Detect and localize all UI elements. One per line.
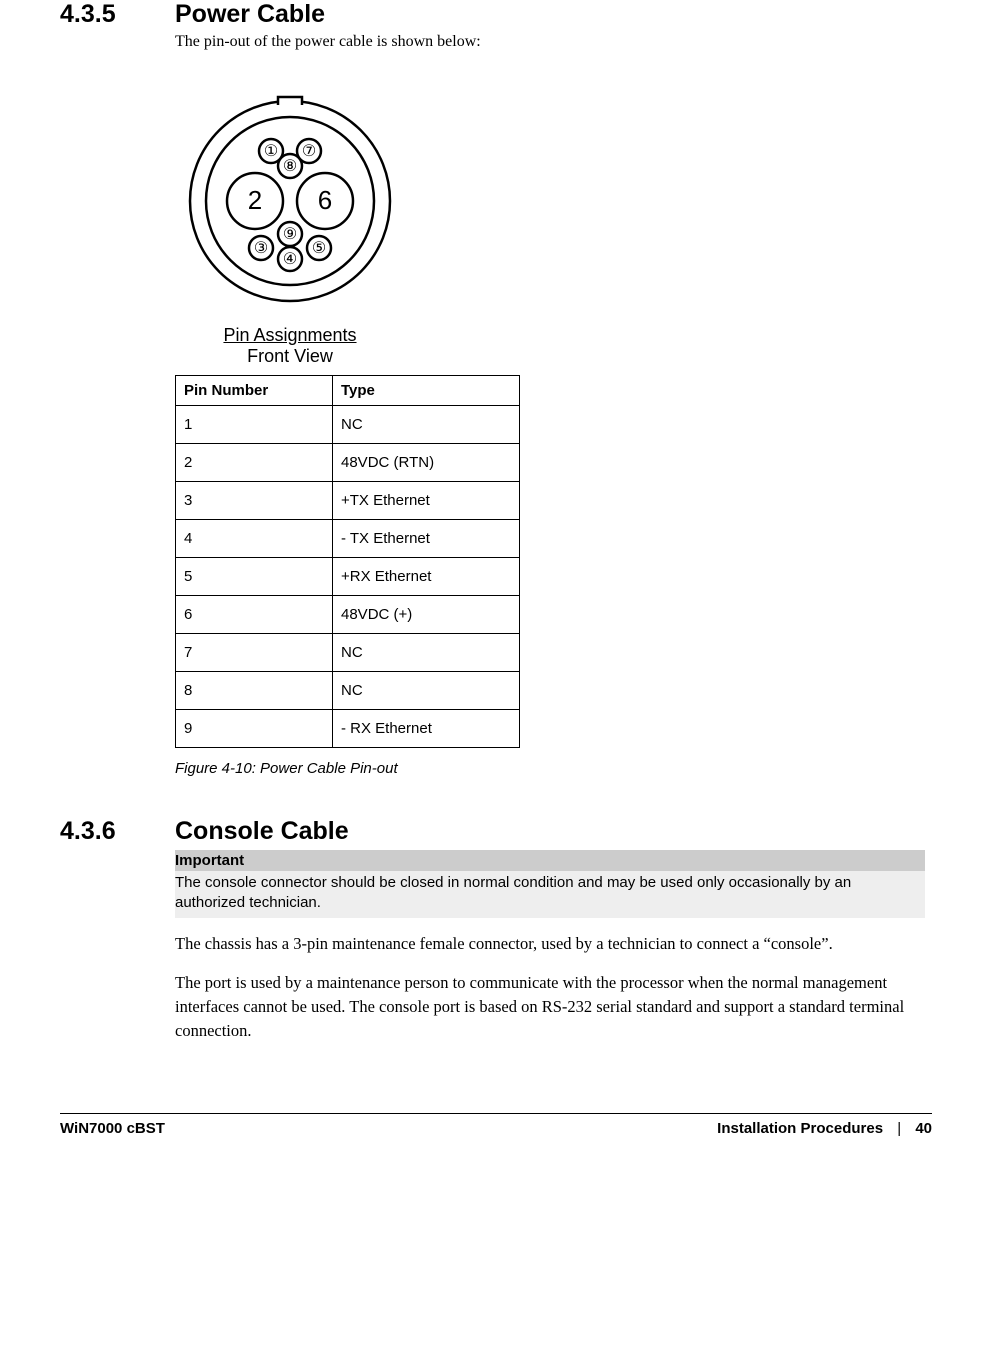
diagram-caption-line2: Front View xyxy=(247,346,333,366)
pinout-header-type: Type xyxy=(333,376,520,406)
pinout-table: Pin Number Type 1NC 248VDC (RTN) 3+TX Et… xyxy=(175,375,520,748)
note-header: Important xyxy=(175,850,925,871)
note-body: The console connector should be closed i… xyxy=(175,871,925,918)
table-row: 4- TX Ethernet xyxy=(176,520,520,558)
table-row: 3+TX Ethernet xyxy=(176,482,520,520)
pin-label-7: ⑦ xyxy=(302,143,316,160)
footer-sep: | xyxy=(897,1120,901,1137)
pin-label-4: ④ xyxy=(283,251,297,268)
pin-label-9: ⑨ xyxy=(283,226,297,243)
section-435-header: 4.3.5 Power Cable xyxy=(60,0,932,29)
page-footer: WiN7000 cBST Installation Procedures | 4… xyxy=(60,1113,932,1137)
important-note: Important The console connector should b… xyxy=(175,850,925,918)
pin-label-2: 2 xyxy=(248,185,262,215)
diagram-caption-line1: Pin Assignments xyxy=(223,325,356,345)
table-row: 248VDC (RTN) xyxy=(176,444,520,482)
section-title-436: Console Cable xyxy=(175,817,349,846)
pin-label-6: 6 xyxy=(318,185,332,215)
para-console-1: The chassis has a 3-pin maintenance fema… xyxy=(175,932,935,956)
section-title-435: Power Cable xyxy=(175,0,325,29)
pin-label-3: ③ xyxy=(254,240,268,257)
table-row: 648VDC (+) xyxy=(176,596,520,634)
figure-caption: Figure 4-10: Power Cable Pin-out xyxy=(175,760,932,777)
pinout-header-pin: Pin Number xyxy=(176,376,333,406)
para-console-2: The port is used by a maintenance person… xyxy=(175,971,935,1043)
section-number-436: 4.3.6 xyxy=(60,817,175,846)
table-row: 1NC xyxy=(176,406,520,444)
table-row: 5+RX Ethernet xyxy=(176,558,520,596)
footer-section: Installation Procedures xyxy=(717,1120,883,1137)
section-435-intro: The pin-out of the power cable is shown … xyxy=(175,33,932,51)
section-436-header: 4.3.6 Console Cable xyxy=(60,817,932,846)
pin-label-8: ⑧ xyxy=(283,158,297,175)
pin-label-5: ⑤ xyxy=(312,240,326,257)
footer-left: WiN7000 cBST xyxy=(60,1120,165,1137)
table-row: 8NC xyxy=(176,672,520,710)
footer-page: 40 xyxy=(915,1120,932,1137)
section-number-435: 4.3.5 xyxy=(60,0,175,29)
table-row: 7NC xyxy=(176,634,520,672)
pin-label-1: ① xyxy=(264,143,278,160)
table-row: 9- RX Ethernet xyxy=(176,710,520,748)
connector-diagram: ① ⑦ ⑧ ③ ④ ⑤ ⑨ 2 6 Pin Assignments Front … xyxy=(175,91,932,367)
